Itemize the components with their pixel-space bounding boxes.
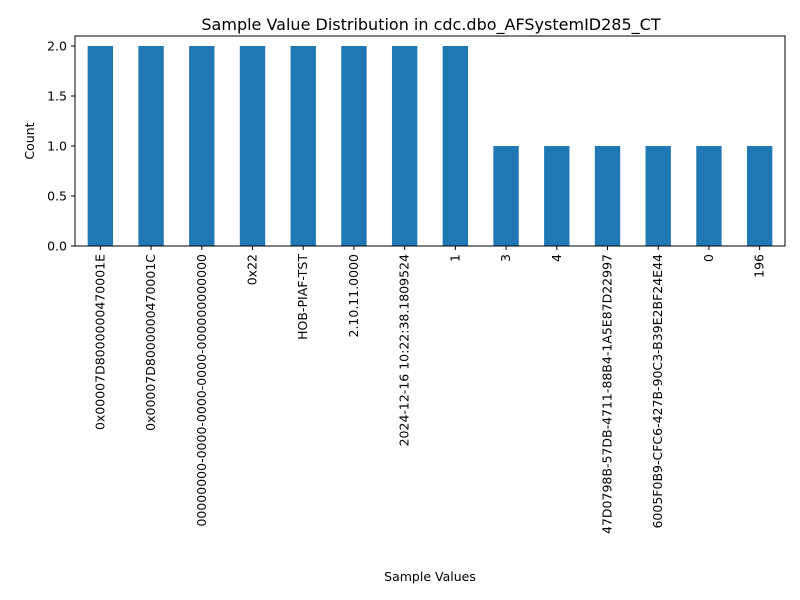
bar-3 [239,46,266,246]
x-axis-label: Sample Values [384,569,476,584]
y-tick-label-1: 0.5 [47,189,67,204]
bar-12 [696,146,722,246]
x-tick-label-3: 0x22 [245,254,260,285]
x-tick-label-7: 1 [447,254,462,262]
x-tick-label-4: HOB-PIAF-TST [295,254,310,340]
bar-0 [87,46,114,246]
bar-2 [189,46,215,246]
x-tick-label-8: 3 [498,254,513,262]
y-tick-label-3: 1.5 [47,89,67,104]
y-axis: 0.0 0.5 1.0 1.5 2.0 [47,39,75,254]
chart-title: Sample Value Distribution in cdc.dbo_AFS… [201,15,660,35]
bar-9 [544,146,570,246]
bar-8 [493,146,519,246]
x-tick-label-0: 0x00007D8000000470001E [92,254,107,430]
bar-10 [594,146,621,246]
bar-6 [391,46,418,246]
bars-group [87,46,773,246]
x-tick-label-5: 2.10.11.0000 [346,254,361,338]
y-tick-label-2: 1.0 [47,139,67,154]
bar-5 [341,46,367,246]
y-axis-label: Count [22,122,37,159]
x-tick-label-2: 00000000-0000-0000-0000-000000000000 [194,254,209,527]
x-tick-label-13: 196 [752,254,767,278]
y-tick-label-4: 2.0 [47,39,67,54]
bar-4 [290,46,316,246]
x-tick-label-12: 0 [701,254,716,262]
plot-frame [74,35,786,247]
bar-1 [138,46,164,246]
bar-13 [746,146,773,246]
x-tick-label-11: 6005F0B9-CFC6-427B-90C3-B39E2BF24E44 [650,254,665,529]
bar-7 [442,46,469,246]
x-tick-label-6: 2024-12-16 10:22:38.1809524 [397,254,412,446]
x-tick-label-10: 47D0798B-57DB-4711-88B4-1A5E87D22997 [600,254,615,534]
x-tick-label-1: 0x00007D8000000470001C [143,254,158,431]
x-axis: 0x00007D8000000470001E 0x00007D8000000470… [92,246,767,534]
y-tick-label-0: 0.0 [47,239,67,254]
bar-11 [645,146,671,246]
x-tick-label-9: 4 [549,254,564,262]
